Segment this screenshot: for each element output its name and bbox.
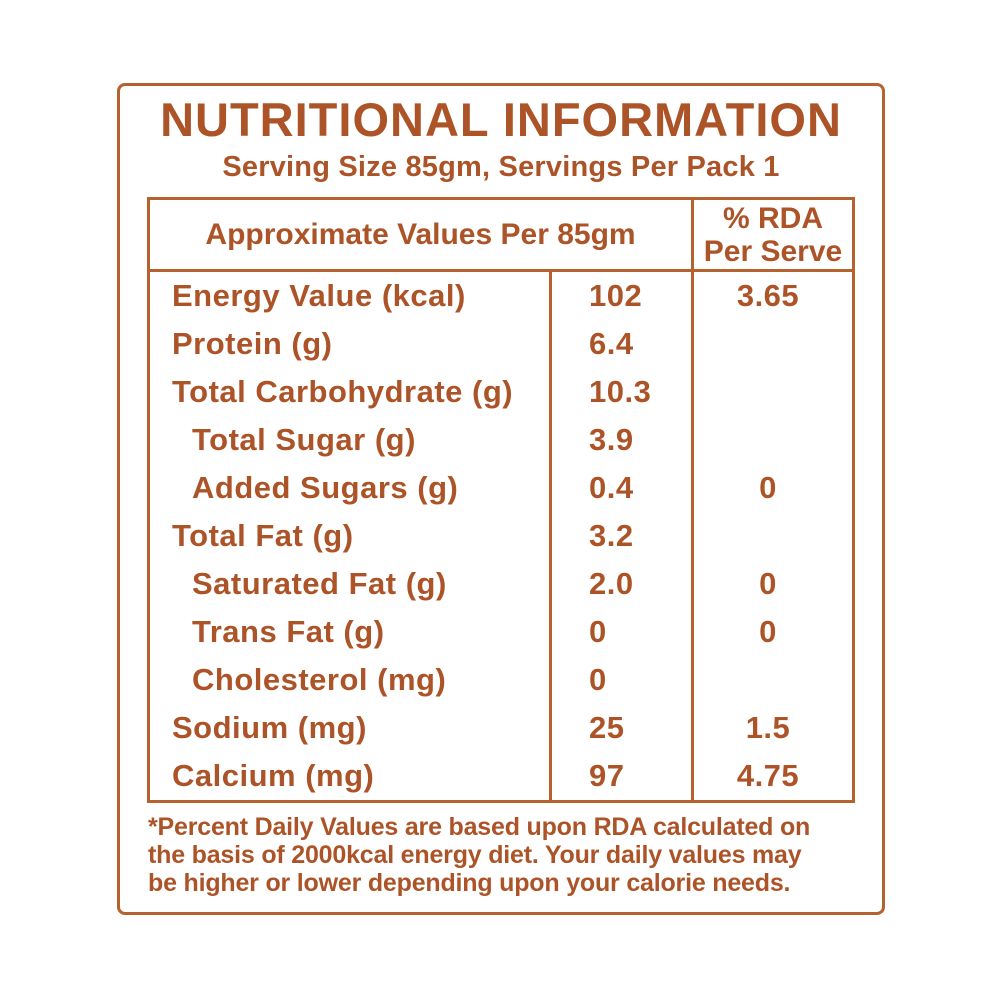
table-header-rda: % RDA Per Serve	[694, 200, 852, 269]
footnote-text: *Percent Daily Values are based upon RDA…	[148, 813, 862, 897]
nutrient-name: Saturated Fat (g)	[150, 560, 552, 608]
nutrient-name: Added Sugars (g)	[150, 464, 552, 512]
table-row: Total Sugar (g) 3.9	[150, 416, 852, 464]
nutrient-name: Cholesterol (mg)	[150, 656, 552, 704]
label-frame: NUTRITIONAL INFORMATION Serving Size 85g…	[117, 83, 885, 915]
nutrient-value: 97	[552, 752, 694, 800]
serving-info: Serving Size 85gm, Servings Per Pack 1	[222, 151, 780, 183]
nutrient-name: Energy Value (kcal)	[150, 272, 552, 320]
table-row: Trans Fat (g) 0 0	[150, 608, 852, 656]
table-row: Sodium (mg) 25 1.5	[150, 704, 852, 752]
nutrient-value: 10.3	[552, 368, 694, 416]
nutrient-name: Total Sugar (g)	[150, 416, 552, 464]
nutrient-value: 6.4	[552, 320, 694, 368]
table-row: Protein (g) 6.4	[150, 320, 852, 368]
nutrient-rda: 1.5	[745, 710, 791, 745]
table-row: Added Sugars (g) 0.4 0	[150, 464, 852, 512]
nutrient-rda	[694, 368, 852, 416]
nutrient-rda	[694, 656, 852, 704]
table-header-values: Approximate Values Per 85gm	[150, 200, 694, 269]
table-header-row: Approximate Values Per 85gm % RDA Per Se…	[150, 200, 852, 272]
nutrient-value: 2.0	[552, 560, 694, 608]
nutrient-rda	[694, 512, 852, 560]
table-row: Saturated Fat (g) 2.0 0	[150, 560, 852, 608]
nutrient-name: Sodium (mg)	[150, 704, 552, 752]
nutrient-name: Calcium (mg)	[150, 752, 552, 800]
nutrient-rda: 0	[759, 566, 777, 601]
nutrient-value: 0	[552, 608, 694, 656]
label-title: NUTRITIONAL INFORMATION	[160, 93, 842, 146]
nutrient-value: 0.4	[552, 464, 694, 512]
nutrient-value: 3.2	[552, 512, 694, 560]
table-header-rda-line1: % RDA	[722, 201, 823, 235]
nutrient-name: Trans Fat (g)	[150, 608, 552, 656]
nutrient-rda	[694, 416, 852, 464]
nutrient-value: 102	[552, 272, 694, 320]
nutrient-rda: 4.75	[736, 758, 800, 793]
nutrient-rda: 0	[759, 470, 777, 505]
table-row: Energy Value (kcal) 102 3.65	[150, 272, 852, 320]
nutrient-name: Total Fat (g)	[150, 512, 552, 560]
table-row: Calcium (mg) 97 4.75	[150, 752, 852, 800]
nutrient-name: Total Carbohydrate (g)	[150, 368, 552, 416]
nutrient-value: 3.9	[552, 416, 694, 464]
nutrition-table: Approximate Values Per 85gm % RDA Per Se…	[147, 197, 855, 803]
table-row: Total Fat (g) 3.2	[150, 512, 852, 560]
nutrient-rda: 3.65	[736, 278, 800, 313]
table-header-rda-line2: Per Serve	[703, 234, 843, 268]
nutrient-value: 25	[552, 704, 694, 752]
nutrient-rda: 0	[759, 614, 777, 649]
footnote-line: be higher or lower depending upon your c…	[148, 869, 791, 897]
footnote-line: *Percent Daily Values are based upon RDA…	[148, 813, 811, 841]
nutrient-rda	[694, 320, 852, 368]
table-row: Cholesterol (mg) 0	[150, 656, 852, 704]
footnote-line: the basis of 2000kcal energy diet. Your …	[148, 841, 802, 869]
table-body: Energy Value (kcal) 102 3.65 Protein (g)…	[150, 272, 852, 800]
table-row: Total Carbohydrate (g) 10.3	[150, 368, 852, 416]
nutrient-value: 0	[552, 656, 694, 704]
nutrient-name: Protein (g)	[150, 320, 552, 368]
